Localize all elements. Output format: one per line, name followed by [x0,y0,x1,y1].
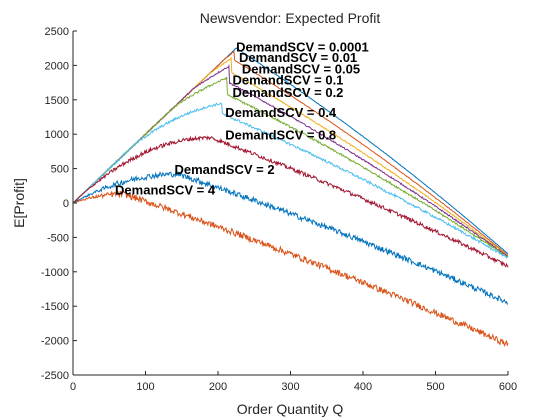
series-line-6 [72,135,509,268]
x-tick-label: 0 [70,381,76,393]
series-annotation-7: DemandSCV = 2 [175,162,275,177]
series-annotation-6: DemandSCV = 0.8 [225,128,336,143]
y-tick-label: -500 [47,232,69,244]
series-annotation-4: DemandSCV = 0.2 [233,85,344,100]
series-annotation-5: DemandSCV = 0.4 [225,105,337,120]
series-line-4 [72,76,508,258]
axes: 0 100 200 300 400 500 600 -2500 -2000 -1500 -1000 -… [41,26,517,393]
x-tick-label: 200 [209,381,227,393]
series-line-7 [72,171,509,305]
y-tick-label: 2000 [45,60,69,72]
x-tick-label: 500 [426,381,444,393]
y-tick-label: -1500 [41,301,69,313]
y-tick-label: -2500 [41,370,69,382]
y-axis-label: E[Profit] [11,178,27,228]
x-tick-label: 100 [136,381,154,393]
x-axis-label: Order Quantity Q [237,401,344,417]
series-annotation-0: DemandSCV = 0.0001 [236,40,369,55]
x-tick-label: 400 [354,381,372,393]
series-annotation-3: DemandSCV = 0.1 [233,73,344,88]
series-annotation-2: DemandSCV = 0.05 [242,62,360,77]
y-tick-label: 500 [51,164,69,176]
x-tick-label: 300 [281,381,299,393]
series-annotation-1: DemandSCV = 0.01 [239,50,357,65]
x-tick-label: 600 [499,381,517,393]
y-tick-label: -1000 [41,267,69,279]
y-tick-label: 1500 [45,95,69,107]
series-line-5 [72,102,509,259]
series-annotation-8: DemandSCV = 4 [115,183,216,198]
y-tick-label: 1000 [45,129,69,141]
y-tick-label: 2500 [45,26,69,38]
y-tick-label: -2000 [41,336,69,348]
plot-lines [72,47,509,347]
series-line-8 [72,190,509,347]
y-tick-label: 0 [63,198,69,210]
chart-title: Newsvendor: Expected Profit [200,10,381,26]
